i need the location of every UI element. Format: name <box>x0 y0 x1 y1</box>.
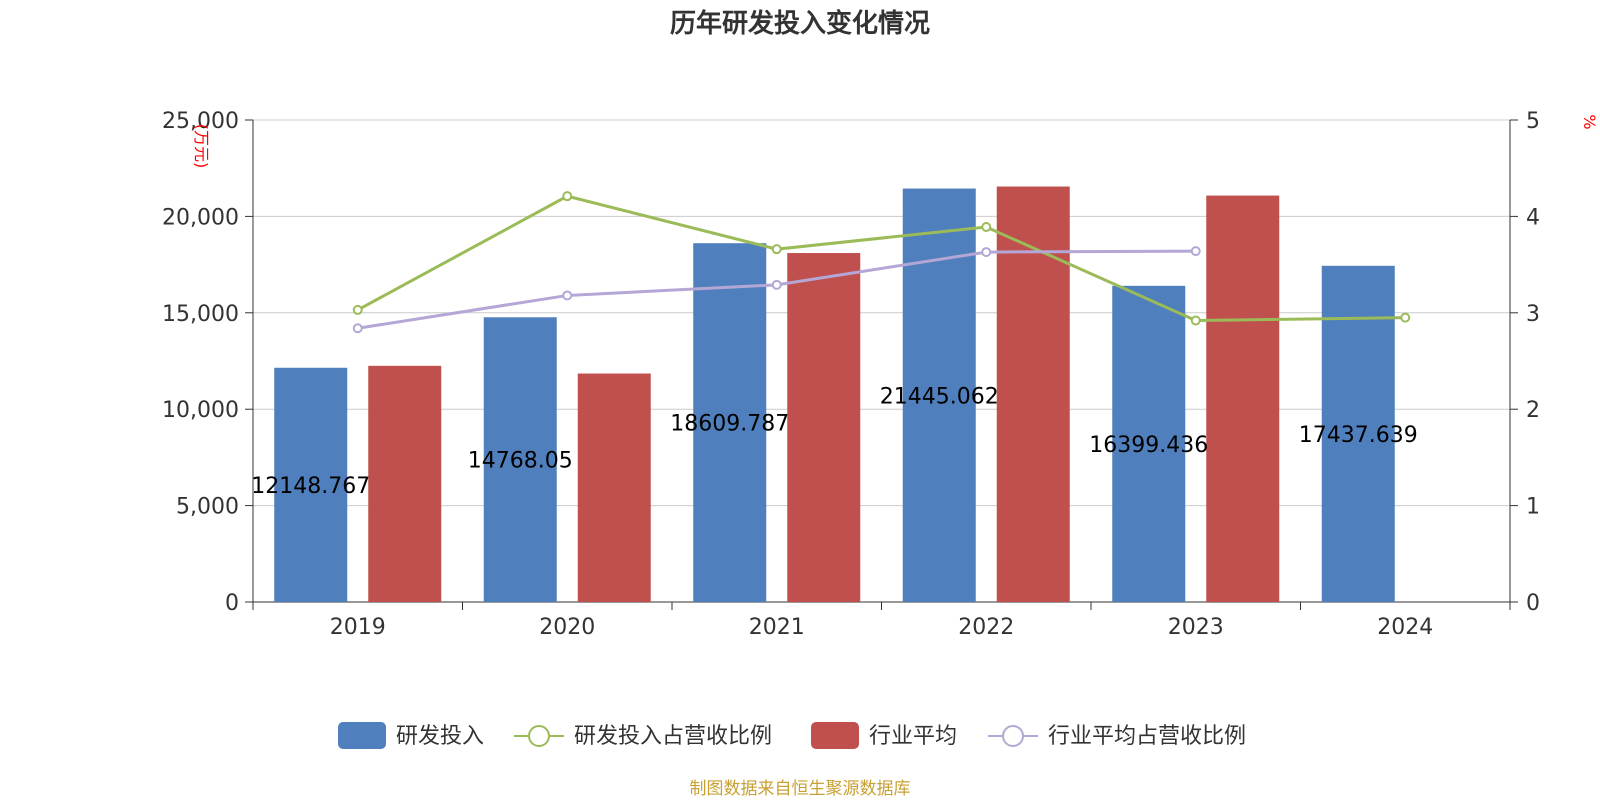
point-rd-ratio <box>562 191 573 202</box>
x-tick-label: 2023 <box>1168 615 1224 640</box>
point-rd-ratio <box>771 244 782 255</box>
legend-label-rd-investment: 研发投入 <box>396 724 484 749</box>
left-axis-unit: (万元) <box>192 124 211 169</box>
legend-label-rd-ratio: 研发投入占营收比例 <box>574 724 772 749</box>
right-axis: 0 1 2 3 4 5 <box>1509 109 1540 616</box>
right-tick-label: 5 <box>1526 109 1540 134</box>
legend-swatch-rd-investment <box>338 722 386 749</box>
data-label-rd-investment: 18609.787 <box>670 412 789 437</box>
chart-title: 历年研发投入变化情况 <box>670 8 930 39</box>
point-industry-ratio <box>771 279 782 290</box>
right-tick-label: 1 <box>1526 495 1540 520</box>
x-tick-label: 2021 <box>749 615 805 640</box>
legend-item-rd-ratio[interactable]: 研发投入占营收比例 <box>514 724 772 749</box>
bar-industry-avg <box>577 373 651 602</box>
point-industry-ratio <box>981 247 992 258</box>
right-tick-label: 4 <box>1526 205 1540 230</box>
point-industry-ratio <box>352 323 363 334</box>
bar-rd-investment <box>693 243 767 602</box>
x-tick-label: 2022 <box>958 615 1014 640</box>
bar-rd-investment <box>902 188 976 603</box>
line-rd-ratio <box>357 194 1406 323</box>
right-tick-label: 2 <box>1526 398 1540 423</box>
data-label-rd-investment: 12148.767 <box>251 474 370 499</box>
right-tick-label: 3 <box>1526 302 1540 327</box>
point-rd-ratio <box>1190 315 1201 326</box>
data-label-rd-investment: 21445.062 <box>880 384 999 409</box>
right-axis-unit: % <box>1580 114 1599 129</box>
legend-swatch-industry-avg <box>811 722 859 749</box>
legend: 研发投入 研发投入占营收比例 行业平均 行业平均占营收比例 <box>338 722 1246 749</box>
legend-label-industry-avg: 行业平均 <box>869 724 957 749</box>
left-tick-label: 10,000 <box>162 398 239 423</box>
left-axis: 0 5,000 10,000 15,000 20,000 25,000 <box>162 109 254 616</box>
legend-item-industry-avg[interactable]: 行业平均 <box>811 722 957 749</box>
right-tick-label: 0 <box>1526 591 1540 616</box>
x-tick-label: 2020 <box>539 615 595 640</box>
legend-marker-rd-ratio <box>528 725 550 747</box>
bar-data-labels: 12148.767 14768.05 18609.787 21445.062 16399… <box>251 384 1417 499</box>
left-tick-label: 0 <box>225 591 239 616</box>
x-tick-label: 2019 <box>330 615 386 640</box>
point-rd-ratio <box>981 222 992 233</box>
bar-rd-investment <box>1321 265 1395 602</box>
point-rd-ratio <box>1400 312 1411 323</box>
legend-item-industry-ratio[interactable]: 行业平均占营收比例 <box>988 724 1246 749</box>
data-label-rd-investment: 17437.639 <box>1299 423 1418 448</box>
line-series <box>352 191 1411 334</box>
left-tick-label: 25,000 <box>162 109 239 134</box>
bar-industry-avg <box>1206 195 1280 602</box>
bar-rd-investment <box>483 317 557 602</box>
x-axis: 2019 2020 2021 2022 2023 2024 <box>252 601 1511 640</box>
bar-industry-avg <box>368 365 442 602</box>
bar-series <box>274 186 1395 603</box>
legend-marker-industry-ratio <box>1002 725 1024 747</box>
bar-rd-investment <box>1112 285 1186 602</box>
bar-rd-investment <box>274 367 348 602</box>
data-source-note: 制图数据来自恒生聚源数据库 <box>690 779 911 799</box>
point-rd-ratio <box>352 304 363 315</box>
data-label-rd-investment: 14768.05 <box>468 449 573 474</box>
point-industry-ratio <box>562 290 573 301</box>
x-tick-label: 2024 <box>1377 615 1433 640</box>
bar-industry-avg <box>996 186 1070 603</box>
left-tick-label: 5,000 <box>176 495 239 520</box>
left-tick-label: 20,000 <box>162 205 239 230</box>
left-tick-label: 15,000 <box>162 302 239 327</box>
data-label-rd-investment: 16399.436 <box>1089 433 1208 458</box>
bar-industry-avg <box>787 253 861 603</box>
legend-label-industry-ratio: 行业平均占营收比例 <box>1048 724 1246 749</box>
point-industry-ratio <box>1190 246 1201 257</box>
legend-item-rd-investment[interactable]: 研发投入 <box>338 722 484 749</box>
